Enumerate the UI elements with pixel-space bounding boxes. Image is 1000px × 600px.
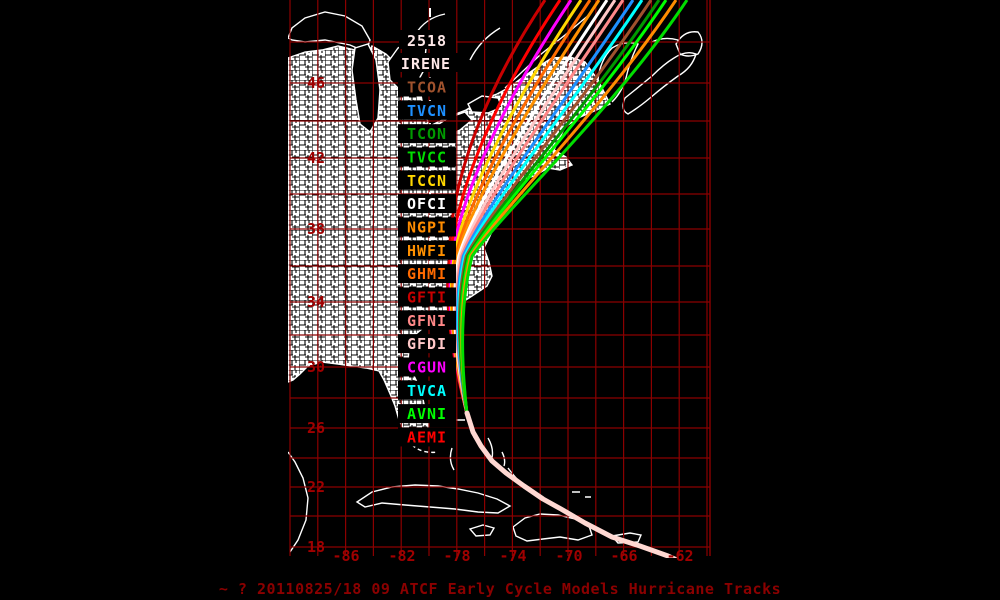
- lon-label--74: -74: [499, 547, 526, 565]
- legend-backplate: [398, 170, 456, 190]
- legend-label-TVCN: TVCN: [407, 102, 447, 120]
- storm-number: 2518: [407, 32, 447, 50]
- model-track-TVCC: [461, 0, 689, 415]
- storm-header: 2518 IRENE: [395, 30, 458, 73]
- lon-label--62: -62: [666, 547, 693, 565]
- storm-name: IRENE: [401, 55, 451, 73]
- legend-label-AVNI: AVNI: [407, 405, 447, 423]
- lat-label-30: 30: [307, 358, 325, 376]
- legend-backplate: [398, 124, 456, 144]
- legend-backplate: [398, 357, 456, 377]
- lon-label--82: -82: [388, 547, 415, 565]
- lat-label-46: 46: [307, 74, 325, 92]
- legend-label-NGPI: NGPI: [407, 218, 447, 236]
- past-track: [464, 410, 679, 558]
- legend-label-GFNI: GFNI: [407, 312, 447, 330]
- lon-label--86: -86: [332, 547, 359, 565]
- legend-label-HWFI: HWFI: [407, 242, 447, 260]
- legend-label-GFTI: GFTI: [407, 288, 447, 306]
- legend-backplate: [398, 310, 456, 330]
- cape-breton-outline: [675, 31, 703, 57]
- storm-number-backplate: [399, 30, 456, 49]
- legend-label-AEMI: AEMI: [407, 428, 447, 446]
- legend-backplate: [398, 334, 456, 354]
- prince-edward-island: [651, 37, 679, 43]
- jamaica-outline: [468, 524, 496, 537]
- lat-label-18: 18: [307, 538, 325, 556]
- puerto-rico-outline: [610, 532, 642, 544]
- lat-label-22: 22: [307, 478, 325, 496]
- lon-label--66: -66: [610, 547, 637, 565]
- legend-label-OFCI: OFCI: [407, 195, 447, 213]
- legend-label-TCON: TCON: [407, 125, 447, 143]
- legend-backplate: [398, 147, 456, 167]
- legend-backplate: [398, 264, 456, 284]
- model-legend: TCOA TVCN TCON TVCC TCCN OFCI NGPI HWFI GHMI GFTI…: [398, 77, 456, 447]
- lat-label-34: 34: [307, 293, 325, 311]
- lat-label-26: 26: [307, 419, 325, 437]
- legend-label-TVCA: TVCA: [407, 382, 447, 400]
- legend-label-CGUN: CGUN: [407, 358, 447, 376]
- lat-label-42: 42: [307, 149, 325, 167]
- legend-backplate: [398, 194, 456, 214]
- legend-label-TCCN: TCCN: [407, 172, 447, 190]
- legend-backplate: [398, 427, 456, 447]
- nova-scotia-outline: [622, 51, 697, 115]
- legend-label-GFDI: GFDI: [407, 335, 447, 353]
- legend-backplate: [398, 217, 456, 237]
- lon-label--70: -70: [555, 547, 582, 565]
- yucatan-coast: [288, 451, 309, 553]
- longitude-labels: -86 -82 -78 -74 -70 -66 -62: [332, 547, 693, 565]
- plot-title: ~ ? 20110825/18 09 ATCF Early Cycle Mode…: [218, 580, 782, 598]
- legend-backplate: [398, 77, 456, 97]
- legend-label-TVCC: TVCC: [407, 148, 447, 166]
- legend-backplate: [398, 287, 456, 307]
- cuba-outline: [355, 484, 512, 514]
- latitude-labels: 46 42 38 34 30 26 22 18: [307, 74, 325, 556]
- lat-label-38: 38: [307, 220, 325, 238]
- legend-backplate: [398, 380, 456, 400]
- legend-label-GHMI: GHMI: [407, 265, 447, 283]
- legend-backplate: [398, 240, 456, 260]
- storm-name-backplate: [395, 53, 458, 72]
- legend-backplate: [398, 100, 456, 120]
- lon-label--78: -78: [443, 547, 470, 565]
- legend-backplate: [398, 404, 456, 424]
- legend-label-TCOA: TCOA: [407, 79, 447, 97]
